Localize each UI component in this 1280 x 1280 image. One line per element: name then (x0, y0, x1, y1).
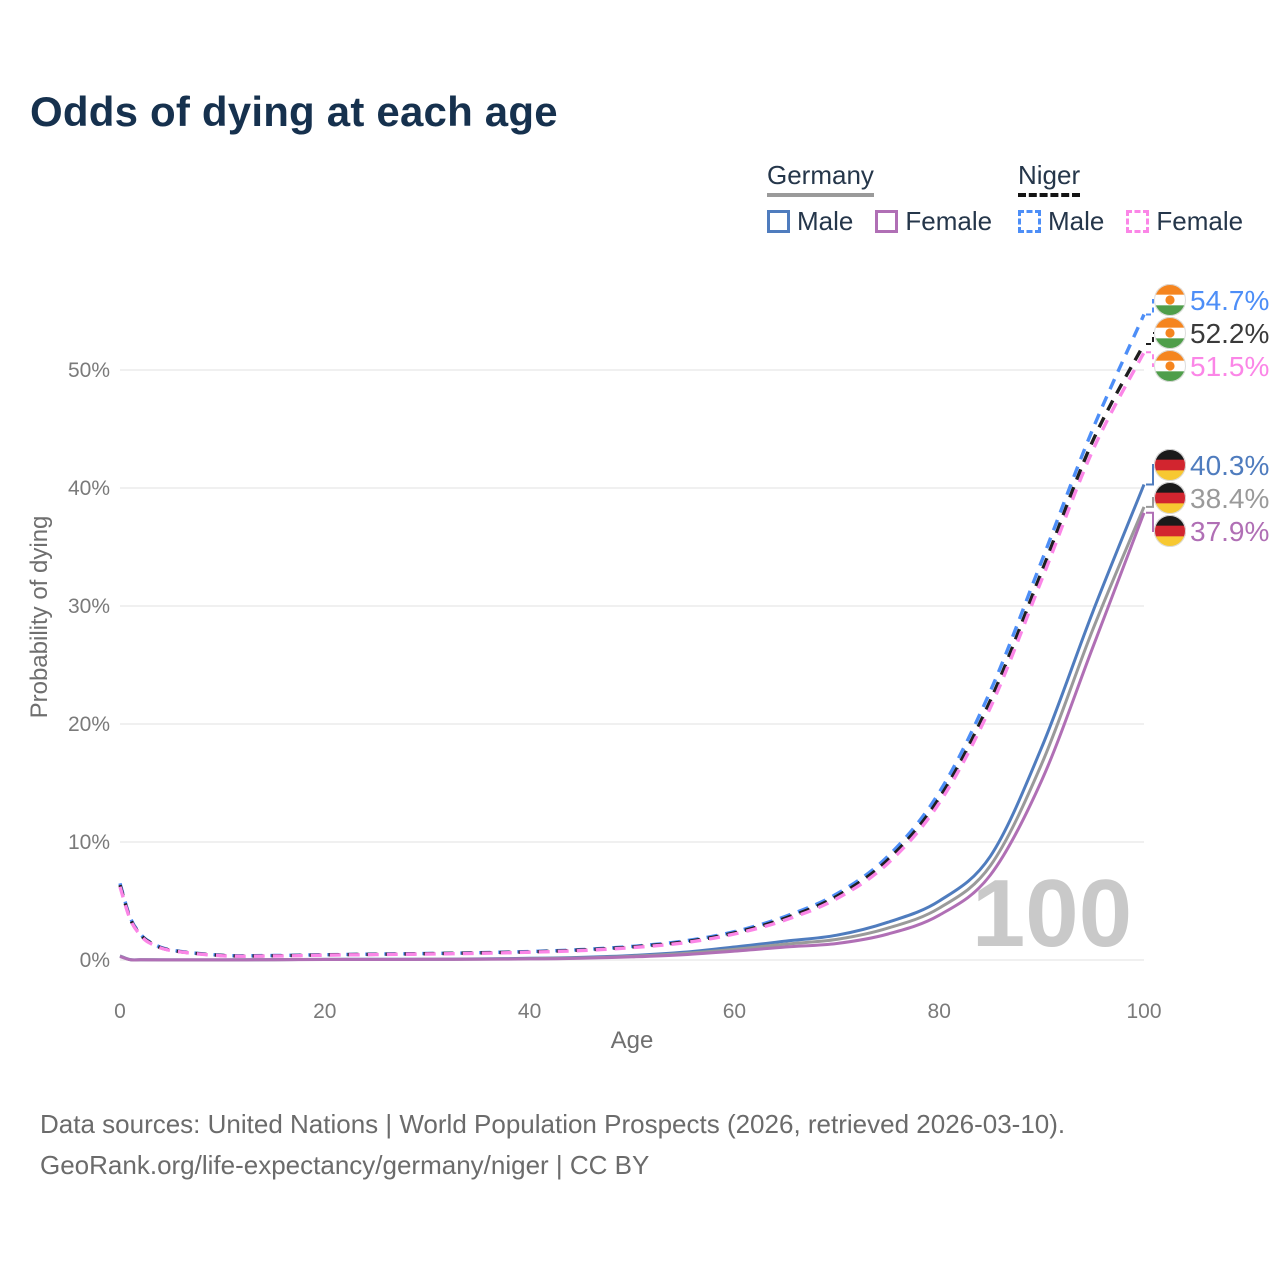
niger-flag-icon (1154, 350, 1186, 382)
flag-ring (1154, 350, 1186, 382)
legend-item-niger-female[interactable]: Female (1126, 206, 1243, 237)
flag-stripe (1154, 503, 1186, 514)
niger-female-swatch-icon (1126, 210, 1150, 233)
flag-ring (1154, 317, 1186, 349)
legend-country-germany[interactable]: Germany (767, 160, 874, 197)
germany-female-swatch-icon (875, 210, 899, 233)
chart-title: Odds of dying at each age (30, 88, 558, 135)
flag-ring (1154, 284, 1186, 316)
flag-stripe (1154, 284, 1186, 296)
niger-flag-icon (1154, 317, 1186, 349)
germany-flag-icon (1154, 515, 1186, 547)
y-tick-label: 20% (68, 713, 110, 736)
x-tick-label: 20 (313, 1000, 336, 1023)
x-tick-label: 60 (723, 1000, 746, 1023)
flag-dot (1165, 361, 1175, 371)
flag-stripe (1154, 515, 1186, 527)
flag-stripe (1154, 317, 1186, 329)
flag-stripe (1154, 338, 1186, 349)
legend-label: Female (905, 206, 993, 236)
footer-line-2: GeoRank.org/life-expectancy/germany/nige… (40, 1150, 650, 1180)
end-label-germany-male: 40.3% (1146, 449, 1269, 486)
end-value-label: 37.9% (1190, 516, 1269, 547)
germany-flag-icon (1154, 449, 1186, 481)
y-tick-label: 0% (80, 949, 110, 972)
germany-flag-icon (1154, 482, 1186, 514)
niger-flag-icon (1154, 284, 1186, 316)
x-tick-label: 40 (518, 1000, 541, 1023)
age-watermark: 100 (972, 860, 1132, 967)
germany-male-swatch-icon (767, 210, 790, 233)
legend-item-germany-female[interactable]: Female (875, 206, 992, 237)
flag-stripe (1154, 492, 1186, 504)
legend-germany-row: Male Female (767, 206, 1014, 237)
flag-dot (1165, 328, 1175, 338)
x-tick-label: 100 (1126, 1000, 1161, 1023)
legend-germany: Germany Male Female (767, 160, 1014, 237)
flag-ring (1154, 515, 1186, 547)
end-value-label: 54.7% (1190, 285, 1269, 316)
x-axis-title: Age (611, 1027, 654, 1054)
flag-ring (1154, 482, 1186, 514)
flag-stripe (1154, 482, 1186, 494)
y-tick-label: 50% (68, 359, 110, 382)
leader-line (1146, 351, 1158, 367)
flag-stripe (1154, 525, 1186, 537)
flag-stripe (1154, 536, 1186, 547)
legend-item-niger-male[interactable]: Male (1018, 206, 1104, 237)
y-axis-title: Probability of dying (26, 516, 53, 719)
flag-stripe (1154, 459, 1186, 471)
flag-stripe (1154, 305, 1186, 316)
flag-stripe (1154, 350, 1186, 362)
flag-stripe (1154, 371, 1186, 382)
end-value-label: 51.5% (1190, 351, 1269, 382)
y-tick-label: 10% (68, 831, 110, 854)
flag-stripe (1154, 449, 1186, 461)
series-line-germany-female[interactable] (119, 512, 1146, 962)
flag-dot (1165, 295, 1175, 305)
x-tick-label: 80 (928, 1000, 951, 1023)
data-sources-footer: Data sources: United Nations | World Pop… (40, 1104, 1065, 1186)
niger-male-swatch-icon (1018, 210, 1041, 233)
legend-niger-row: Male Female (1018, 206, 1265, 237)
end-label-germany-both: 38.4% (1146, 482, 1269, 514)
legend-country-niger[interactable]: Niger (1018, 160, 1081, 197)
end-value-label: 52.2% (1190, 318, 1269, 349)
series-line-niger-both[interactable] (118, 343, 1146, 958)
end-value-label: 38.4% (1190, 483, 1269, 514)
leader-line (1146, 299, 1158, 316)
end-label-germany-female: 37.9% (1146, 511, 1269, 547)
legend-label: Male (1048, 206, 1105, 236)
end-label-niger-female: 51.5% (1146, 350, 1269, 382)
legend-label: Female (1156, 206, 1244, 236)
end-label-niger-both: 52.2% (1146, 317, 1269, 349)
series-line-niger-female[interactable] (118, 351, 1146, 958)
flag-ring (1154, 449, 1186, 481)
legend-niger: Niger Male Female (1018, 160, 1265, 237)
flag-stripe (1154, 470, 1186, 481)
footer-line-1: Data sources: United Nations | World Pop… (40, 1109, 1066, 1139)
legend-label: Male (797, 206, 854, 236)
end-label-niger-male: 54.7% (1146, 284, 1269, 316)
end-value-label: 40.3% (1190, 450, 1269, 481)
x-tick-label: 0 (114, 1000, 126, 1023)
y-tick-label: 40% (68, 477, 110, 500)
y-tick-label: 30% (68, 595, 110, 618)
legend-item-germany-male[interactable]: Male (767, 206, 853, 237)
